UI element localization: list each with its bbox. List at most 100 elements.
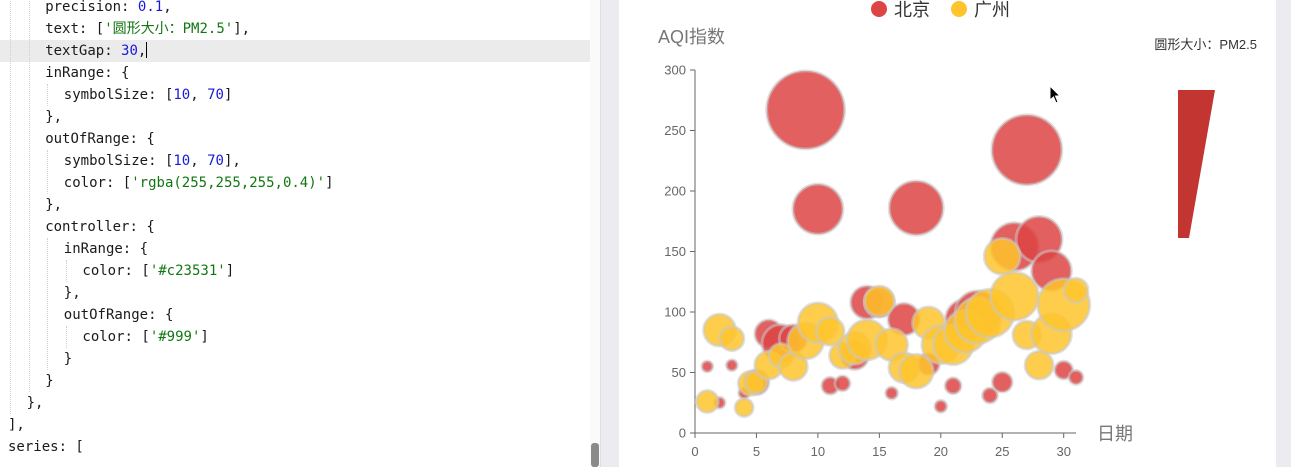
- code-token: symbolSize: [: [63, 87, 174, 103]
- code-line[interactable]: inRange: {: [0, 238, 600, 260]
- code-editor[interactable]: precision: 0.1, text: ['圆形大小：PM2.5'], text…: [0, 0, 600, 467]
- code-token: 'rgba(255,255,255,0.4)': [131, 175, 326, 191]
- code-line[interactable]: symbolSize: [10, 70]: [0, 84, 600, 106]
- code-line[interactable]: },: [0, 106, 600, 128]
- x-tick-label: 25: [995, 444, 1009, 459]
- indent-guide: [47, 238, 49, 370]
- data-point: [933, 398, 949, 414]
- data-point: [990, 113, 1064, 187]
- code-token: inRange: {: [63, 241, 149, 257]
- data-point: [733, 397, 755, 419]
- data-point: [700, 359, 715, 374]
- data-point: [694, 389, 720, 415]
- y-tick-label: 150: [664, 244, 686, 259]
- visual-map-controller[interactable]: [1178, 90, 1215, 238]
- code-line[interactable]: color: ['#999']: [0, 326, 600, 348]
- code-token: }: [45, 373, 54, 389]
- data-point: [718, 325, 746, 353]
- code-line[interactable]: }: [0, 370, 600, 392]
- series-广州: [694, 236, 1092, 419]
- code-token: controller: {: [45, 219, 155, 235]
- chart-marks: [694, 69, 1092, 419]
- code-line[interactable]: ],: [0, 414, 598, 436]
- indent-guide: [65, 326, 67, 348]
- x-axis-title: 日期: [1097, 424, 1133, 444]
- data-point: [884, 385, 900, 401]
- x-tick-label: 5: [753, 444, 760, 459]
- code-token: ,: [190, 153, 208, 169]
- legend-marker-0: [871, 1, 887, 17]
- editor-scrollbar-thumb[interactable]: [591, 443, 599, 467]
- text-caret: [146, 42, 148, 58]
- code-token: }: [63, 351, 73, 367]
- code-token: },: [45, 109, 63, 125]
- data-point: [765, 69, 847, 151]
- code-token: textGap:: [45, 43, 122, 59]
- code-line[interactable]: text: ['圆形大小：PM2.5'],: [0, 18, 600, 40]
- code-line[interactable]: color: ['#c23531']: [0, 260, 600, 282]
- x-tick-label: 15: [872, 444, 886, 459]
- code-token: ,: [190, 87, 208, 103]
- y-tick-label: 300: [664, 63, 686, 78]
- code-token: outOfRange: {: [63, 307, 174, 323]
- code-token: '#c23531': [149, 263, 226, 279]
- legend-marker-1: [951, 1, 967, 17]
- code-token: color: [: [82, 329, 150, 345]
- code-token: },: [45, 197, 63, 213]
- mouse-cursor-icon: [1049, 84, 1062, 104]
- data-point: [1067, 368, 1085, 386]
- code-line[interactable]: symbolSize: [10, 70],: [0, 150, 600, 172]
- code-line[interactable]: outOfRange: {: [0, 128, 600, 150]
- code-token: ],: [8, 417, 25, 433]
- code-line[interactable]: }: [0, 348, 600, 370]
- y-tick-label: 250: [664, 123, 686, 138]
- code-line[interactable]: controller: {: [0, 216, 600, 238]
- code-line[interactable]: inRange: {: [0, 62, 600, 84]
- x-tick-label: 10: [811, 444, 825, 459]
- preview-scrollbar[interactable]: [1276, 0, 1291, 467]
- code-line[interactable]: outOfRange: {: [0, 304, 600, 326]
- editor-scrollbar-track[interactable]: [590, 0, 600, 467]
- indent-guide: [47, 84, 49, 106]
- indent-guide: [65, 260, 67, 282]
- code-token: series: [: [8, 439, 84, 455]
- code-token: 30: [121, 43, 138, 59]
- indent-guide: [28, 0, 30, 392]
- scatter-chart[interactable]: 北京 广州 AQI指数 日期 圆形大小：PM2.5 050100150200250…: [619, 0, 1276, 467]
- code-line[interactable]: },: [0, 282, 600, 304]
- code-token: '圆形大小：PM2.5': [104, 21, 234, 37]
- code-line[interactable]: textGap: 30,: [0, 40, 600, 62]
- code-line[interactable]: color: ['rgba(255,255,255,0.4)']: [0, 172, 600, 194]
- y-tick-label: 200: [664, 184, 686, 199]
- code-token: ],: [223, 153, 241, 169]
- code-token: ]: [223, 87, 233, 103]
- pane-divider[interactable]: [600, 0, 620, 467]
- data-point: [833, 374, 852, 393]
- data-point: [1062, 276, 1090, 304]
- code-token: ],: [233, 21, 251, 37]
- code-token: },: [26, 395, 44, 411]
- x-tick-label: 0: [691, 444, 698, 459]
- code-token: 70: [207, 153, 224, 169]
- code-line[interactable]: precision: 0.1,: [0, 0, 600, 18]
- code-token: precision:: [45, 0, 138, 15]
- code-token: ]: [325, 175, 334, 191]
- data-point: [862, 284, 896, 318]
- code-line[interactable]: series: [: [0, 436, 598, 458]
- data-point: [980, 386, 999, 405]
- data-point: [982, 236, 1022, 276]
- data-point: [989, 270, 1041, 322]
- code-line[interactable]: },: [0, 194, 600, 216]
- code-line[interactable]: },: [0, 392, 600, 414]
- y-tick-label: 100: [664, 305, 686, 320]
- data-point: [791, 182, 845, 236]
- y-tick-label: 0: [679, 426, 686, 441]
- code-token: outOfRange: {: [45, 131, 155, 147]
- code-token: '#999': [149, 329, 201, 345]
- code-token: 10: [173, 87, 191, 103]
- chart-preview: 北京 广州 AQI指数 日期 圆形大小：PM2.5 0 50 100 150 200 250…: [619, 0, 1276, 467]
- code-token: ]: [225, 263, 235, 279]
- chart-legend: 北京 广州: [871, 0, 1010, 20]
- code-token: inRange: {: [45, 65, 130, 81]
